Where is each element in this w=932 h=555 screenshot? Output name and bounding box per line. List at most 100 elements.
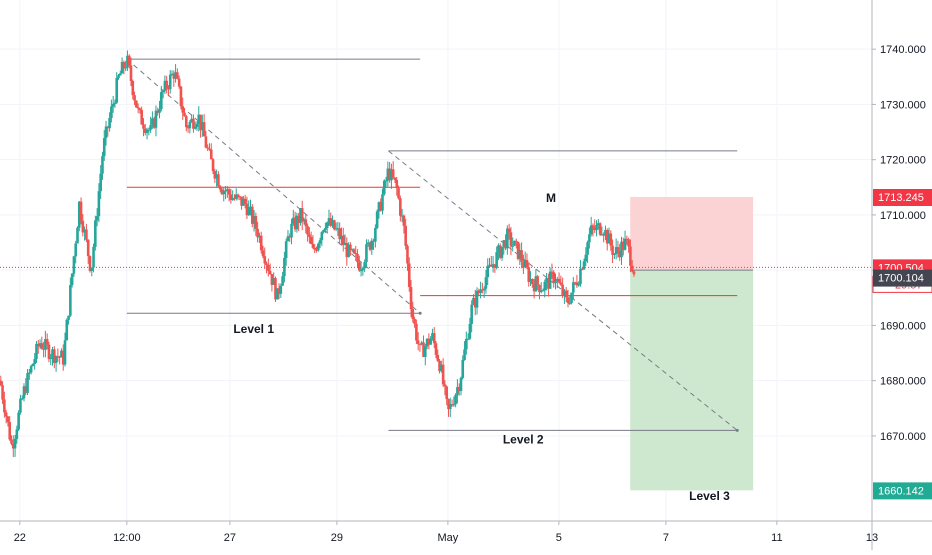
candle-body [99, 173, 102, 192]
candle-body [375, 211, 379, 228]
candle-body [249, 206, 252, 208]
candle-body [238, 196, 242, 198]
candle-body [161, 90, 165, 93]
candle-body [502, 240, 506, 247]
candle-body [22, 386, 26, 399]
candle-body [614, 247, 618, 254]
candle-body [616, 247, 620, 251]
candle-body [607, 233, 611, 244]
candle-body [413, 318, 416, 324]
candle-body [201, 122, 204, 131]
candle-body [450, 404, 454, 406]
candle-body [377, 202, 381, 212]
candle-body [111, 103, 115, 107]
candle-body [386, 168, 390, 181]
candle-body [470, 304, 473, 324]
candle-body [247, 207, 251, 216]
x-tick-label: 5 [556, 532, 562, 544]
candle-body [345, 242, 349, 258]
stop-price-badge: 1713.245 [878, 192, 924, 204]
candle-body [511, 245, 514, 247]
candle-body [325, 222, 329, 228]
candle-body [193, 127, 197, 129]
candle-body [609, 233, 613, 246]
candle-body [245, 203, 249, 216]
y-tick-label: 1720.000 [880, 155, 926, 167]
candle-body [618, 250, 622, 258]
candle-body [575, 282, 579, 286]
candle-body [292, 217, 295, 224]
candle-body [547, 277, 550, 289]
candle-body [600, 234, 604, 236]
candle-body [95, 216, 99, 221]
trend-line-dashed [388, 150, 738, 431]
candle-body [374, 227, 377, 242]
candle-body [580, 268, 584, 270]
target-price-badge-bg [873, 482, 932, 500]
candle-body [399, 198, 402, 216]
candle-body [286, 236, 290, 242]
candle-body [379, 202, 383, 211]
x-tick-label: 11 [771, 532, 782, 544]
candle-body [529, 278, 532, 282]
candle-body [441, 364, 445, 385]
candle-body [429, 338, 432, 345]
x-tick-label: 12:00 [113, 532, 141, 544]
candle-body [532, 284, 536, 292]
candle-body [416, 340, 420, 344]
candle-body [438, 360, 441, 372]
candle-body [334, 228, 338, 230]
candle-body [163, 80, 167, 91]
candle-body [304, 219, 308, 227]
candle-body [320, 232, 324, 241]
candle-body [598, 223, 602, 235]
candle-body [118, 73, 122, 76]
candle-body [481, 289, 484, 291]
candle-body [226, 189, 229, 192]
candle-body [140, 110, 143, 125]
candle-body [382, 180, 386, 195]
candle-body [222, 190, 226, 195]
candle-body [613, 253, 616, 255]
candle-body [133, 95, 136, 101]
candle-body [568, 302, 572, 304]
candle-body [316, 243, 320, 251]
candle-body [475, 290, 479, 308]
candle-body [602, 234, 605, 236]
candle-body [463, 349, 466, 360]
candle-body [217, 174, 220, 187]
candle-body [561, 284, 564, 296]
candle-body [406, 245, 409, 264]
candle-body [370, 240, 374, 250]
candle-body [158, 109, 161, 113]
x-tick-label: 22 [14, 532, 26, 544]
candle-body [186, 127, 190, 129]
candle-body [88, 256, 92, 271]
candle-body [309, 236, 313, 244]
y-tick-label: 1740.000 [880, 44, 926, 56]
candle-body [459, 377, 463, 392]
candle-body [110, 106, 113, 119]
candle-body [523, 259, 527, 268]
candle-body [174, 72, 177, 79]
candle-body [47, 344, 51, 360]
candle-body [363, 262, 366, 269]
candle-body [381, 194, 384, 211]
candle-body [448, 404, 452, 410]
candle-body [293, 217, 297, 230]
candle-body [4, 412, 8, 417]
candle-body [629, 246, 632, 266]
candle-body [552, 272, 556, 284]
candle-body [243, 198, 247, 204]
candle-body [117, 75, 120, 79]
candle-body [267, 264, 270, 271]
candle-body [279, 285, 283, 294]
candle-body [436, 354, 440, 361]
candle-body [520, 250, 523, 262]
candle-body [145, 129, 149, 133]
candle-body [138, 108, 142, 111]
candle-body [104, 126, 108, 139]
candle-body [213, 171, 217, 179]
trend-line-end-dot [735, 428, 739, 432]
